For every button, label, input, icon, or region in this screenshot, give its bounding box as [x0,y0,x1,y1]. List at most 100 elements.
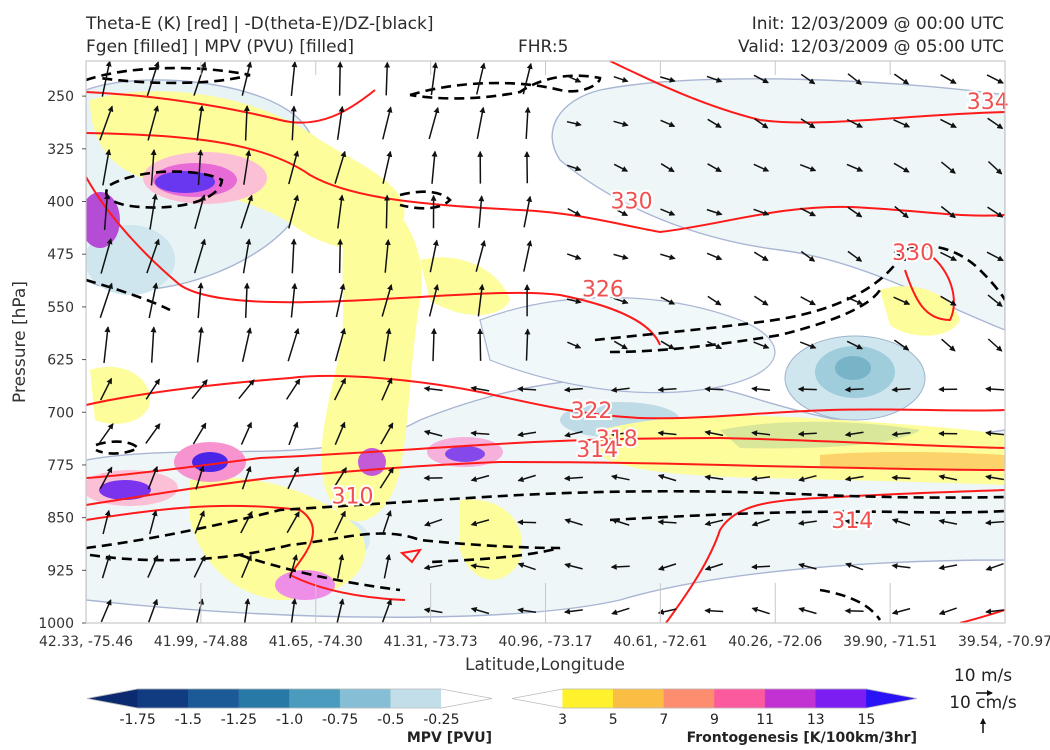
x-tick-label: 39.54, -70.97 [958,634,1050,650]
title-line-1: Theta-E (K) [red] | -D(theta-E)/DZ-[blac… [86,14,434,34]
wind-arrow [704,563,724,571]
wind-arrow [707,295,722,306]
wind-arrow [567,341,582,349]
x-tick-label: 41.31, -73.73 [384,634,478,650]
wind-arrow [987,117,1004,130]
wind-arrow [101,61,112,97]
theta-e-small-loop [399,548,423,564]
wind-arrow [844,518,864,525]
wind-arrow [337,238,344,274]
fgen-yellow-center-low [460,499,522,580]
x-tick-label: 40.61, -72.61 [613,634,707,650]
wind-arrow [242,238,252,274]
theta-e-label: 310 [332,485,374,510]
wind-arrow [986,251,1004,262]
y-tick-label: 625 [47,353,74,369]
wind-arrow [660,163,675,173]
wind-arrow [938,518,958,525]
wind-arrow [987,206,1004,218]
wind-arrow [613,163,629,172]
wind-arrow [470,519,490,527]
x-axis-label: Latitude,Longitude [465,655,625,675]
wind-arrow [384,61,391,96]
wind-arrow [102,148,112,186]
colorbar-tick-label: 9 [710,712,719,728]
wind-arrow [893,251,910,262]
x-tick-label: 42.33, -75.46 [39,634,133,650]
colorbar-segment [866,688,918,709]
colorbar-tick-label: 15 [857,712,875,728]
wind-arrow [985,386,1005,393]
wind-arrow [522,62,533,95]
theta-e-label: 318 [596,427,638,452]
wind-arrow [145,378,161,400]
theta-e-318 [86,436,1005,479]
theta-e-label: 330 [892,241,934,266]
wind-arrow [99,466,113,489]
fgen-core-left-edge [86,192,120,248]
theta-e-contours [86,61,1005,623]
wind-arrow [103,326,111,363]
wind-arrow [336,105,345,140]
wind-arrow [657,386,677,393]
wind-arrow [704,607,724,614]
gradient-sfc-band [86,489,1005,550]
wind-arrow [751,563,771,570]
fgen-yellow-green-tint [720,421,920,449]
fgen-orange-band [820,451,1005,470]
y-axis: 250 325 400 475 550 625 700 775 850 925 1000 [38,89,86,632]
wind-arrow [847,206,863,218]
wind-arrow [523,240,533,272]
theta-e-label: 334 [967,90,1009,115]
wind-vectors [98,61,1005,623]
gradient-sfc-loop [89,532,561,564]
colorbar-outline [86,688,493,709]
wind-arrow [797,386,817,393]
wind-arrow [799,341,817,349]
colorbar-tick-label: 3 [558,712,567,728]
wind-arrow [149,193,158,230]
wind-arrow [288,150,300,185]
wind-arrow [891,563,911,570]
wind-arrow [563,475,583,482]
colorbar-segment [562,688,614,709]
wind-arrow [751,475,771,482]
wind-arrow [798,562,817,570]
wind-arrow [660,119,676,128]
colorbar-tick-label: -1.75 [120,712,156,728]
wind-arrow [938,607,957,616]
wind-arrow [470,430,490,437]
wind-arrow [566,164,582,172]
colorbar-fgen-label: Frontogenesis [K/100km/3hr] [687,730,917,746]
wind-arrow [751,518,770,527]
wind-arrow [893,296,911,305]
wind-arrow [333,466,347,489]
wind-arrow [382,510,392,534]
wind-arrow [844,386,864,393]
wind-arrow [751,385,771,392]
wind-arrow [524,106,531,139]
wind-arrow [657,563,677,571]
y-axis-label: Pressure [hPa] [10,281,30,403]
wind-arrow [754,118,769,129]
colorbar-segment [137,688,189,709]
wind-arrow [891,386,911,393]
colorbar-tick-label: -0.5 [377,712,404,728]
wind-arrow [147,554,159,578]
wind-arrow [610,474,630,481]
wind-arrow [194,194,206,230]
colorbar-tick-label: 5 [609,712,618,728]
wind-arrow [243,598,251,623]
wind-arrow [797,430,817,437]
wind-arrow [613,253,629,260]
wind-arrow [846,118,863,128]
y-tick-label: 925 [47,563,74,579]
fgen-core-775-left-violet [99,480,151,500]
colorbar-tick-label: -1.5 [175,712,202,728]
theta-e-314 [86,460,1005,506]
colorbar-segment [663,688,715,709]
wind-arrow [288,194,300,229]
colorbar-segment [511,688,563,709]
gradient-sfc-right-low [819,588,882,621]
